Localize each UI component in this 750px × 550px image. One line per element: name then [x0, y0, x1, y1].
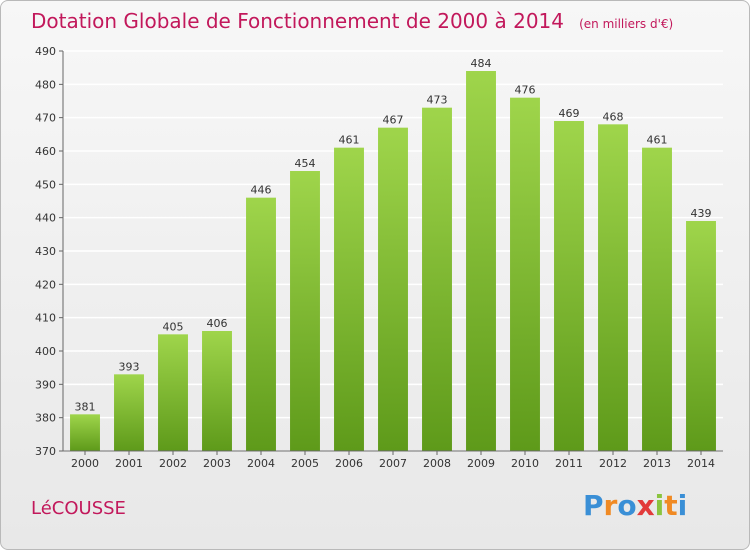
- logo-letter: x: [636, 489, 655, 522]
- bar-2010: [510, 97, 540, 452]
- x-tick-label-2003: 2003: [203, 457, 231, 470]
- x-tick-label-2009: 2009: [467, 457, 495, 470]
- data-label-2014: 439: [691, 207, 712, 220]
- y-tick-label: 390: [35, 378, 56, 391]
- y-tick-label: 400: [35, 345, 56, 358]
- y-tick-label: 370: [35, 445, 56, 458]
- bar-2001: [114, 374, 144, 451]
- y-tick-label: 430: [35, 245, 56, 258]
- logo-letter: i: [654, 489, 665, 522]
- bar-2013: [642, 147, 672, 451]
- data-label-2006: 461: [339, 134, 360, 147]
- x-tick-label-2006: 2006: [335, 457, 363, 470]
- x-tick-label-2013: 2013: [643, 457, 671, 470]
- y-tick-label: 490: [35, 45, 56, 58]
- chart-title: Dotation Globale de Fonctionnement de 20…: [31, 9, 564, 33]
- data-label-2010: 476: [515, 84, 536, 97]
- proxiti-logo: Proxiti: [583, 489, 687, 522]
- logo-letter: i: [677, 489, 688, 522]
- bar-2006: [334, 147, 364, 451]
- data-label-2005: 454: [295, 157, 316, 170]
- bar-2005: [290, 171, 320, 451]
- bars-layer: 381 393 405 406 446 454 461 467 473 484 476 469 468 4…: [70, 57, 716, 452]
- axis-layer: 370 380 390 400 410 420 430 440 450 460 470 480 490 2…: [35, 45, 723, 470]
- bar-2014: [686, 221, 716, 451]
- logo-letter: r: [603, 489, 618, 522]
- x-tick-label-2005: 2005: [291, 457, 319, 470]
- x-tick-label-2002: 2002: [159, 457, 187, 470]
- y-tick-label: 380: [35, 412, 56, 425]
- data-label-2004: 446: [251, 184, 272, 197]
- y-tick-label: 440: [35, 212, 56, 225]
- y-tick-label: 480: [35, 78, 56, 91]
- logo-letter: o: [617, 489, 637, 522]
- logo-letter: P: [583, 489, 604, 522]
- y-tick-label: 460: [35, 145, 56, 158]
- data-label-2007: 467: [383, 114, 404, 127]
- title-row: Dotation Globale de Fonctionnement de 20…: [31, 9, 673, 33]
- data-label-2009: 484: [471, 57, 492, 70]
- bar-2011: [554, 121, 584, 451]
- y-tick-label: 470: [35, 112, 56, 125]
- x-tick-label-2007: 2007: [379, 457, 407, 470]
- x-tick-label-2008: 2008: [423, 457, 451, 470]
- bar-2000: [70, 414, 100, 451]
- bar-2008: [422, 107, 452, 452]
- chart-subtitle: (en milliers d'€): [579, 17, 674, 31]
- data-label-2013: 461: [647, 134, 668, 147]
- data-label-2011: 469: [559, 107, 580, 120]
- x-tick-label-2014: 2014: [687, 457, 715, 470]
- data-label-2003: 406: [207, 317, 228, 330]
- data-label-2002: 405: [163, 320, 184, 333]
- bar-2009: [466, 71, 496, 451]
- x-tick-label-2001: 2001: [115, 457, 143, 470]
- bar-2002: [158, 334, 188, 451]
- commune-name: LéCOUSSE: [31, 498, 126, 519]
- data-label-2012: 468: [603, 110, 624, 123]
- x-tick-label-2011: 2011: [555, 457, 583, 470]
- bar-2012: [598, 124, 628, 451]
- x-tick-label-2012: 2012: [599, 457, 627, 470]
- data-label-2001: 393: [119, 360, 140, 373]
- x-tick-label-2004: 2004: [247, 457, 275, 470]
- y-tick-label: 450: [35, 178, 56, 191]
- data-label-2000: 381: [75, 400, 96, 413]
- x-tick-label-2010: 2010: [511, 457, 539, 470]
- logo-letter: t: [664, 489, 678, 522]
- bar-2007: [378, 127, 408, 452]
- data-label-2008: 473: [427, 94, 448, 107]
- bar-2004: [246, 197, 276, 451]
- bar-2003: [202, 331, 232, 451]
- y-tick-label: 420: [35, 278, 56, 291]
- y-tick-label: 410: [35, 312, 56, 325]
- x-tick-label-2000: 2000: [71, 457, 99, 470]
